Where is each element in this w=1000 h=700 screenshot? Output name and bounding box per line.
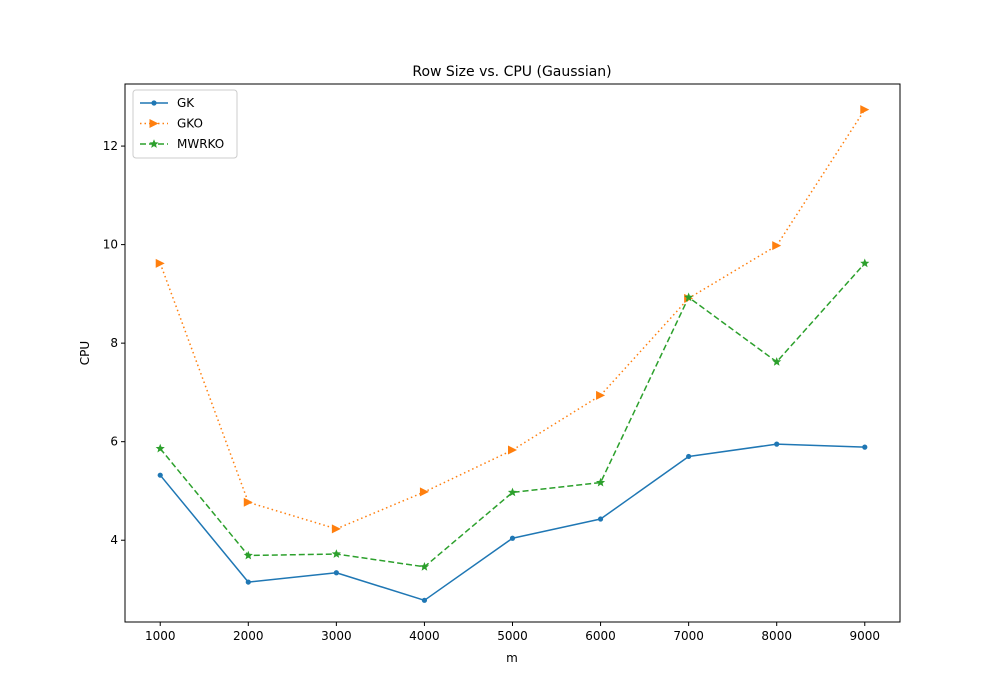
legend-label: GKO	[177, 117, 203, 131]
data-point-gk	[245, 579, 251, 585]
plot-frame	[124, 83, 901, 623]
x-tick-label: 1000	[145, 629, 176, 643]
chart-title: Row Size vs. CPU (Gaussian)	[412, 64, 611, 80]
y-axis-ticks: 4 6 8 10 12	[103, 139, 125, 547]
data-point-gk	[333, 570, 339, 576]
legend-box	[132, 89, 238, 159]
data-point-gko	[596, 390, 606, 400]
series-gko	[155, 105, 870, 534]
x-tick-label: 5000	[497, 629, 528, 643]
series-mwrko	[155, 258, 870, 571]
data-point-gko	[860, 105, 870, 115]
x-tick-label: 3000	[321, 629, 352, 643]
data-point-mwrko	[419, 562, 429, 571]
data-point-mwrko	[155, 443, 165, 453]
legend-item-gko: GKO	[140, 117, 203, 131]
x-tick-label: 7000	[673, 629, 704, 643]
data-point-gk	[421, 597, 428, 603]
series-line-gko	[159, 109, 866, 530]
data-point-gko	[772, 241, 782, 251]
y-axis-label: CPU	[78, 341, 92, 365]
data-point-mwrko	[331, 549, 341, 558]
data-point-mwrko	[772, 357, 782, 366]
data-point-gko	[419, 487, 429, 497]
data-point-gko	[508, 445, 517, 455]
legend-marker	[151, 100, 157, 106]
x-tick-label: 6000	[585, 629, 616, 643]
legend-item-gk: GK	[140, 96, 195, 110]
x-tick-label: 4000	[409, 629, 440, 643]
series-layer	[155, 105, 870, 603]
data-point-gk	[862, 444, 868, 450]
x-tick-label: 8000	[761, 629, 792, 643]
data-point-gk	[597, 516, 604, 522]
data-point-mwrko	[507, 487, 518, 497]
x-axis-ticks: 1000 2000 3000 4000 5000 6000 7000 8000 9000	[145, 622, 880, 643]
data-point-mwrko	[684, 292, 694, 302]
data-point-gk	[509, 535, 516, 541]
data-point-gk	[774, 441, 780, 447]
legend-label: GK	[177, 96, 195, 110]
x-tick-label: 2000	[233, 629, 264, 643]
legend: GK GKO MWRKO	[132, 89, 238, 159]
legend-marker	[149, 139, 159, 148]
series-line-gk	[159, 443, 865, 602]
y-tick-label: 12	[103, 139, 118, 153]
series-line-mwrko	[159, 262, 866, 568]
legend-label: MWRKO	[177, 137, 224, 151]
data-point-gko	[155, 258, 165, 268]
data-point-gk	[686, 453, 692, 460]
series-gk	[157, 441, 868, 603]
x-axis-label: m	[506, 651, 518, 665]
y-tick-label: 8	[110, 336, 118, 350]
data-point-mwrko	[243, 550, 253, 560]
data-point-gk	[157, 472, 163, 478]
y-tick-label: 4	[110, 533, 118, 547]
y-tick-label: 6	[110, 435, 118, 449]
x-tick-label: 9000	[849, 629, 880, 643]
data-point-gko	[331, 524, 341, 534]
data-point-mwrko	[596, 477, 606, 487]
legend-marker	[149, 119, 159, 128]
legend-item-mwrko: MWRKO	[140, 137, 224, 151]
data-point-gko	[243, 497, 253, 507]
y-tick-label: 10	[103, 238, 118, 252]
data-point-mwrko	[860, 258, 870, 268]
